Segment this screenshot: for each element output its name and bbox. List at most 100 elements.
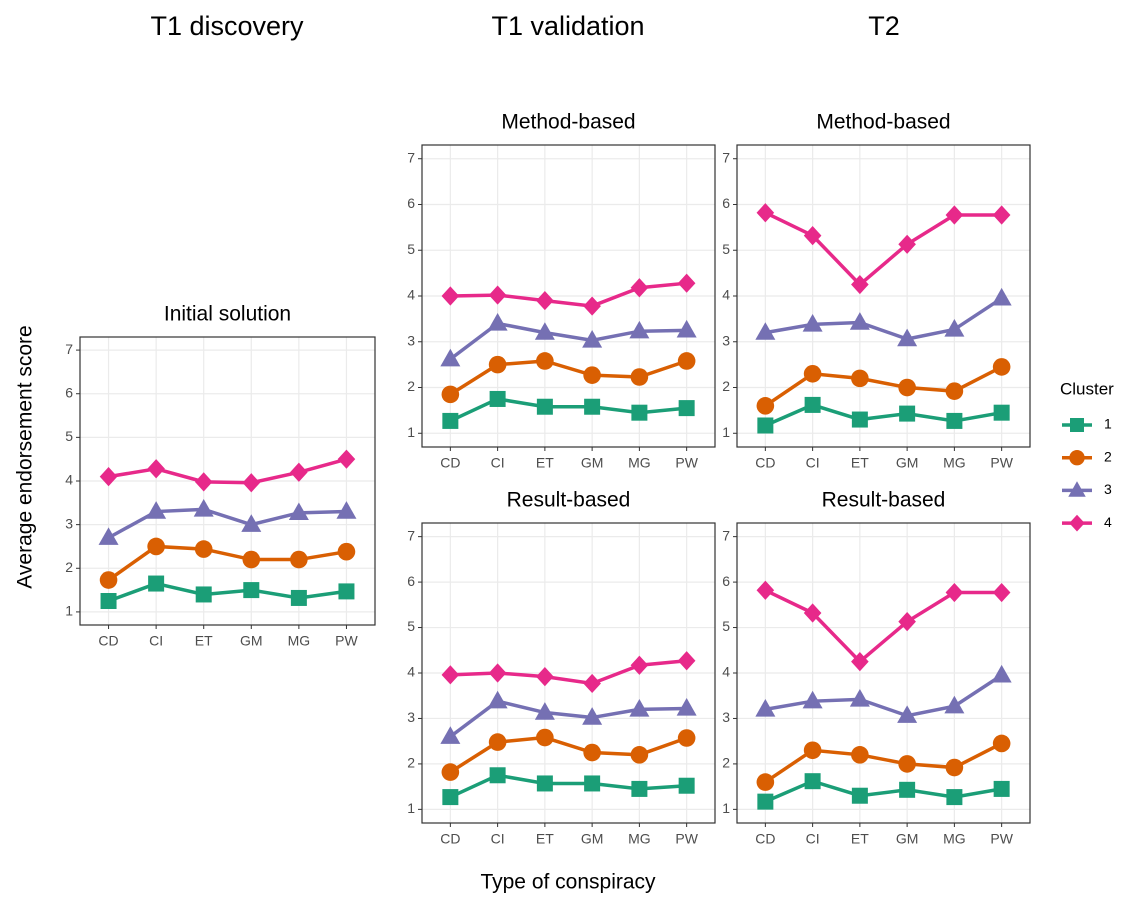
marker bbox=[583, 366, 601, 384]
legend-label: 3 bbox=[1104, 481, 1112, 497]
marker bbox=[899, 781, 916, 798]
x-tick-label: MG bbox=[628, 455, 651, 471]
marker bbox=[803, 603, 822, 623]
x-tick-label: CI bbox=[806, 831, 820, 847]
y-tick-label: 1 bbox=[722, 800, 730, 816]
y-tick-label: 5 bbox=[722, 241, 730, 257]
marker bbox=[804, 773, 821, 790]
x-tick-label: PW bbox=[335, 633, 358, 649]
marker bbox=[630, 655, 649, 675]
marker bbox=[338, 583, 355, 600]
marker bbox=[946, 412, 963, 429]
legend-marker bbox=[1069, 450, 1085, 466]
plot-border bbox=[79, 336, 376, 626]
marker bbox=[757, 793, 774, 810]
x-tick-label: MG bbox=[943, 831, 966, 847]
marker bbox=[488, 663, 507, 683]
marker bbox=[536, 728, 554, 747]
series-line bbox=[765, 296, 1003, 341]
plot-border bbox=[421, 522, 716, 824]
series-line bbox=[765, 673, 1003, 718]
legend-marker bbox=[1070, 418, 1084, 432]
plot-border bbox=[736, 144, 1031, 448]
marker bbox=[337, 542, 356, 561]
marker bbox=[678, 400, 695, 417]
marker bbox=[488, 285, 507, 305]
x-tick-label: GM bbox=[240, 633, 263, 649]
marker bbox=[803, 364, 822, 383]
legend-marker bbox=[1068, 481, 1086, 497]
y-tick-label: 7 bbox=[407, 149, 415, 165]
series-line bbox=[764, 365, 1003, 408]
marker bbox=[290, 550, 308, 569]
y-tick-label: 4 bbox=[722, 287, 730, 303]
marker bbox=[488, 355, 507, 374]
marker bbox=[945, 205, 964, 225]
marker bbox=[489, 390, 506, 407]
y-tick-label: 1 bbox=[722, 424, 730, 440]
marker bbox=[803, 741, 822, 760]
marker bbox=[583, 673, 601, 694]
y-tick-label: 4 bbox=[407, 664, 415, 680]
marker bbox=[193, 498, 214, 517]
marker bbox=[630, 368, 649, 386]
marker bbox=[755, 698, 776, 717]
y-tick-label: 7 bbox=[407, 527, 415, 543]
marker bbox=[802, 313, 823, 332]
marker bbox=[849, 312, 870, 330]
marker bbox=[944, 319, 965, 337]
marker bbox=[992, 734, 1011, 753]
x-tick-label: PW bbox=[675, 455, 698, 471]
marker bbox=[631, 780, 648, 797]
marker bbox=[583, 296, 601, 316]
y-tick-label: 4 bbox=[722, 664, 730, 680]
marker bbox=[993, 780, 1010, 797]
marker bbox=[851, 746, 869, 764]
marker bbox=[440, 726, 461, 744]
legend-label: 4 bbox=[1104, 514, 1112, 530]
y-tick-label: 3 bbox=[722, 332, 730, 348]
x-tick-label: ET bbox=[851, 831, 869, 847]
marker bbox=[243, 582, 260, 599]
y-tick-label: 2 bbox=[65, 559, 73, 575]
y-tick-label: 5 bbox=[722, 618, 730, 634]
marker bbox=[290, 589, 307, 606]
marker bbox=[757, 417, 774, 434]
marker bbox=[442, 789, 459, 806]
x-tick-label: MG bbox=[288, 633, 311, 649]
marker bbox=[945, 582, 964, 603]
marker bbox=[991, 664, 1012, 683]
marker bbox=[441, 385, 460, 404]
y-tick-label: 2 bbox=[722, 755, 730, 771]
marker bbox=[851, 652, 869, 672]
y-tick-label: 3 bbox=[65, 515, 73, 531]
marker bbox=[678, 777, 695, 794]
y-tick-label: 3 bbox=[407, 332, 415, 348]
y-tick-label: 5 bbox=[407, 241, 415, 257]
marker bbox=[851, 369, 869, 388]
marker bbox=[677, 352, 696, 370]
marker bbox=[147, 537, 165, 556]
x-tick-label: CD bbox=[755, 831, 775, 847]
marker bbox=[441, 763, 460, 781]
x-tick-label: CD bbox=[98, 633, 118, 649]
marker bbox=[946, 789, 963, 806]
marker bbox=[898, 612, 916, 632]
marker bbox=[992, 582, 1011, 603]
marker bbox=[488, 733, 507, 751]
y-tick-label: 6 bbox=[407, 573, 415, 589]
marker bbox=[148, 575, 165, 592]
marker bbox=[487, 313, 508, 331]
marker bbox=[629, 698, 650, 717]
y-tick-label: 5 bbox=[407, 618, 415, 634]
marker bbox=[99, 467, 118, 487]
y-tick-label: 7 bbox=[65, 341, 73, 357]
x-axis-label: Type of conspiracy bbox=[480, 871, 656, 894]
marker bbox=[803, 226, 822, 246]
marker bbox=[536, 352, 554, 370]
column-title: T2 bbox=[868, 11, 900, 41]
y-tick-label: 6 bbox=[65, 384, 73, 400]
marker bbox=[98, 527, 119, 545]
marker bbox=[536, 398, 553, 415]
